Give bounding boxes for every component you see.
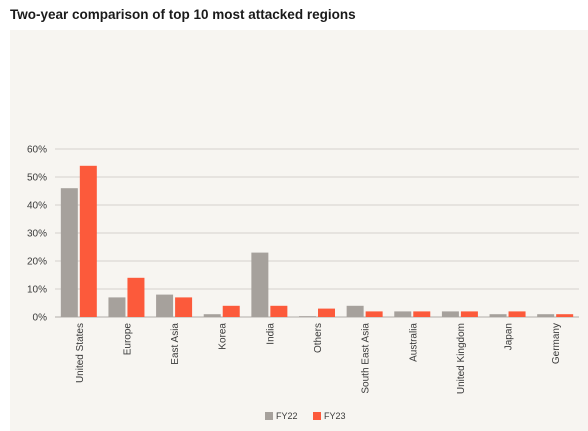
bar-fy23 — [175, 297, 193, 317]
x-category-label: South East Asia — [361, 323, 372, 394]
x-category-label: United States — [75, 323, 86, 383]
bar-fy22 — [251, 252, 269, 317]
x-category-label: Korea — [218, 323, 229, 350]
bar-fy22 — [108, 297, 126, 317]
y-tick-label: 40% — [27, 201, 47, 212]
bar-fy23 — [413, 311, 431, 317]
bar-fy22 — [60, 188, 78, 317]
legend-label-fy22: FY22 — [276, 411, 298, 421]
bar-fy22 — [299, 316, 316, 317]
chart-title: Two-year comparison of top 10 most attac… — [10, 7, 356, 22]
bar-fy23 — [222, 305, 240, 317]
bar-fy23 — [270, 305, 288, 317]
y-tick-label: 10% — [27, 285, 47, 296]
y-tick-label: 60% — [27, 145, 47, 156]
bar-fy23 — [79, 165, 97, 317]
bar-fy23 — [365, 311, 383, 317]
bar-fy22 — [537, 314, 555, 317]
y-tick-label: 20% — [27, 257, 47, 268]
bar-fy22 — [441, 311, 459, 317]
bar-fy22 — [489, 314, 507, 317]
x-category-label: India — [265, 323, 276, 345]
x-category-label: United Kingdom — [456, 323, 467, 394]
chart-panel — [10, 30, 588, 431]
bar-fy23 — [556, 314, 574, 317]
x-category-label: Europe — [122, 323, 133, 356]
legend-swatch-fy23 — [313, 412, 321, 420]
bar-fy23 — [508, 311, 526, 317]
x-category-label: Others — [313, 323, 324, 353]
bar-fy23 — [318, 308, 335, 317]
legend-swatch-fy22 — [265, 412, 273, 420]
bar-fy22 — [203, 314, 221, 317]
bar-fy23 — [460, 311, 478, 317]
bar-fy23 — [127, 277, 145, 317]
y-tick-label: 0% — [33, 313, 48, 324]
bar-fy22 — [394, 311, 412, 317]
x-category-label: East Asia — [170, 323, 181, 365]
y-tick-label: 30% — [27, 229, 47, 240]
x-category-label: Australia — [408, 323, 419, 362]
y-tick-label: 50% — [27, 173, 47, 184]
legend-label-fy23: FY23 — [324, 411, 346, 421]
x-category-label: Japan — [504, 323, 515, 350]
bar-fy22 — [156, 294, 174, 317]
bar-fy22 — [346, 305, 364, 317]
x-category-label: Germany — [551, 323, 562, 364]
